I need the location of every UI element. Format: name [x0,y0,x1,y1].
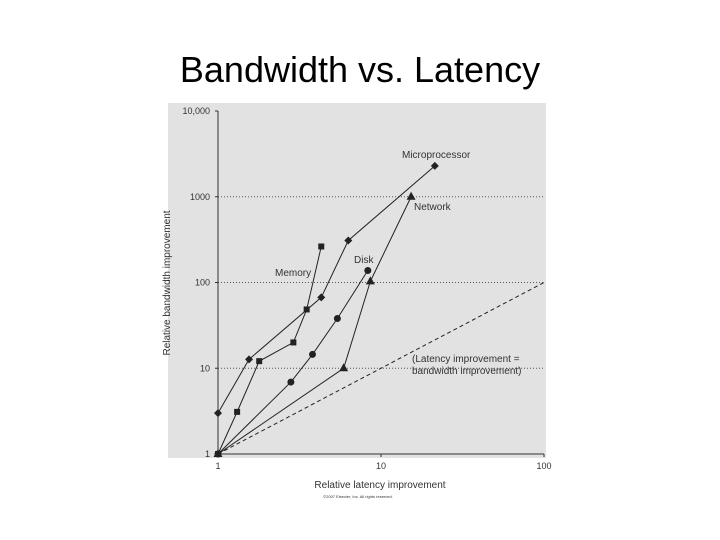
slide-title: Bandwidth vs. Latency [180,49,540,90]
x-axis-label: Relative latency improvement [314,480,445,491]
y-tick-label: 10,000 [182,106,210,116]
marker [214,409,222,418]
marker [303,306,310,313]
marker [245,355,254,364]
y-tick-label: 1 [205,449,210,459]
marker [213,449,223,457]
y-axis-label: Relative bandwidth improvement [162,210,173,355]
y-tick-label: 100 [195,278,210,288]
marker [317,293,326,302]
marker [339,363,349,372]
marker [365,276,375,285]
series-label: bandwidth improvement) [412,366,522,377]
reference-line [217,282,545,455]
series-label: (Latency improvement = [412,354,520,365]
series-label: Disk [354,255,374,266]
marker [430,161,439,170]
marker [234,408,241,415]
x-tick-label: 100 [536,461,551,471]
marker [290,339,297,346]
credit: ©2007 Elsevier, Inc. All rights reserved… [323,494,393,499]
marker [364,267,372,275]
marker [333,315,341,323]
series-label: Microprocessor [402,150,471,161]
series-label: Memory [275,268,311,279]
y-tick-label: 10 [200,363,210,373]
series-label: Network [414,202,452,213]
marker [256,358,263,365]
series-line [217,196,412,455]
marker [287,378,295,386]
series-line [217,246,322,455]
x-tick-label: 10 [376,461,386,471]
marker [318,243,325,250]
plot-background [168,103,546,458]
marker [309,350,317,358]
y-tick-label: 1000 [190,192,210,202]
marker [406,191,416,200]
marker [344,236,353,245]
x-tick-label: 1 [215,461,220,471]
